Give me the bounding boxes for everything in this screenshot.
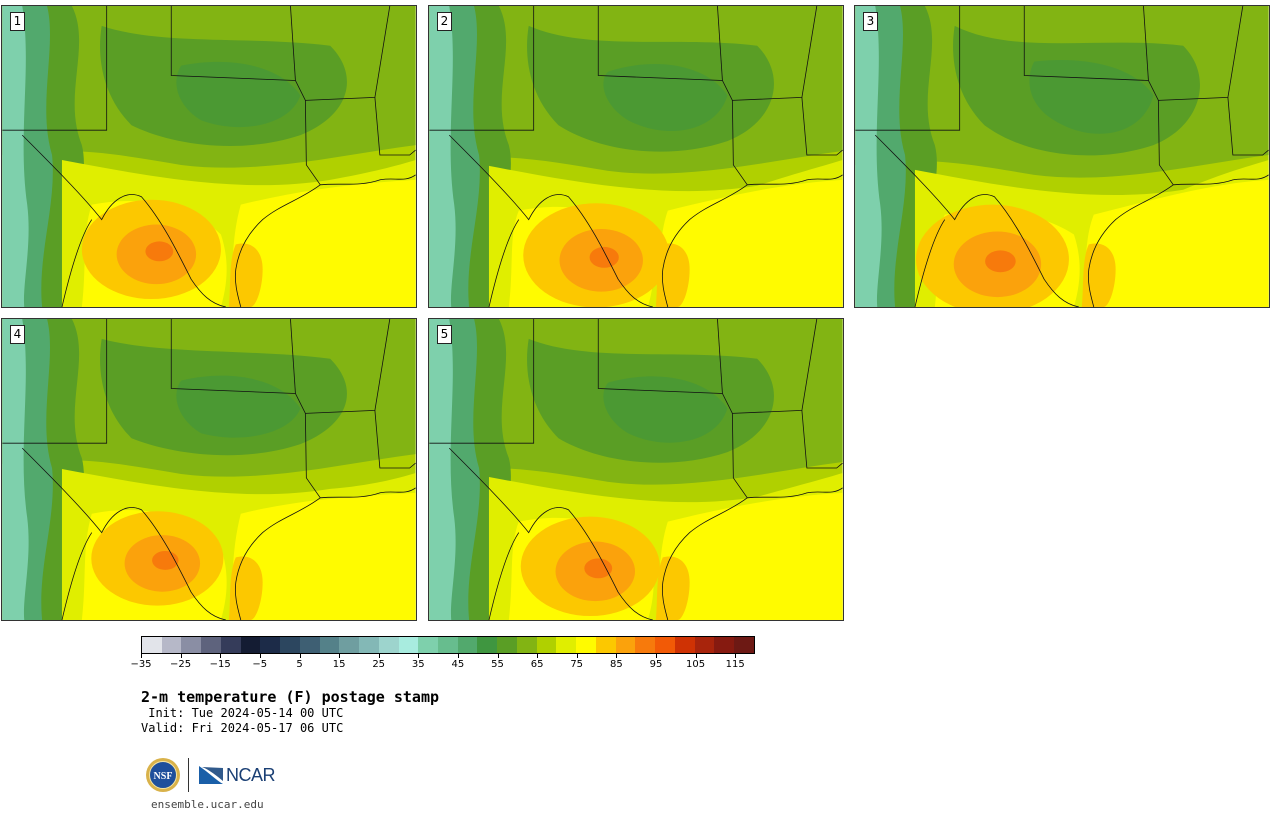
colorbar-bin xyxy=(201,637,221,653)
colorbar-bin xyxy=(299,637,320,653)
colorbar-bin xyxy=(655,637,675,653)
colorbar-tick-label: 115 xyxy=(725,659,745,670)
nsf-logo-text: NSF xyxy=(154,771,173,782)
colorbar-bin xyxy=(516,637,537,653)
plot-title: 2-m temperature (F) postage stamp xyxy=(141,688,440,706)
colorbar-bin xyxy=(477,637,498,653)
colorbar-ticks: −35 −25 −15 −5 5 15 25 35 45 55 65 75 85 95 105 115 xyxy=(130,654,755,674)
colorbar-bin xyxy=(319,637,340,653)
colorbar-bin xyxy=(615,637,636,653)
colorbar-tick-label: −15 xyxy=(209,659,231,670)
colorbar-bin xyxy=(378,637,399,653)
colorbar-tick-label: 65 xyxy=(530,659,544,670)
temperature-map xyxy=(2,319,416,620)
colorbar-bin xyxy=(674,637,695,653)
ncar-swoosh-icon xyxy=(199,766,223,784)
colorbar-tick-label: 95 xyxy=(649,659,663,670)
colorbar-bin xyxy=(694,637,715,653)
colorbar-bin xyxy=(556,637,577,653)
panel-number: 1 xyxy=(10,12,25,31)
map-panel-2: 2 xyxy=(428,5,844,308)
colorbar-tick-label: 55 xyxy=(491,659,504,670)
panel-number: 5 xyxy=(437,325,452,344)
colorbar-tick-label: −5 xyxy=(252,659,268,670)
colorbar-bin xyxy=(418,637,439,653)
map-panel-1: 1 xyxy=(1,5,417,308)
temperature-map xyxy=(429,319,843,620)
map-panel-3: 3 xyxy=(854,5,1270,308)
colorbar-tick-label: 25 xyxy=(372,659,386,670)
colorbar-bin xyxy=(536,637,557,653)
colorbar-bin xyxy=(240,637,261,653)
colorbar-tick-label: 75 xyxy=(570,659,584,670)
colorbar-bin xyxy=(181,637,202,653)
colorbar-tick-label: −35 xyxy=(130,659,152,670)
logo-row: NSF NCAR xyxy=(145,757,276,793)
colorbar-bin xyxy=(359,637,379,653)
colorbar-bin xyxy=(260,637,281,653)
colorbar-tick-label: 35 xyxy=(411,659,425,670)
colorbar-tick-label: 5 xyxy=(296,659,303,670)
colorbar-bin xyxy=(595,637,616,653)
colorbar-tick-label: 45 xyxy=(451,659,465,670)
colorbar-bin xyxy=(142,637,162,653)
panel-number: 4 xyxy=(10,325,25,344)
ncar-logo-text: NCAR xyxy=(226,764,276,785)
map-panel-4: 4 xyxy=(1,318,417,621)
colorbar-tick-label: 85 xyxy=(610,659,623,670)
colorbar-bin xyxy=(635,637,656,653)
logo-divider xyxy=(188,758,189,792)
colorbar-tick-label: 105 xyxy=(686,659,706,670)
temperature-colorbar xyxy=(141,636,755,654)
panel-number: 2 xyxy=(437,12,452,31)
colorbar-bin xyxy=(734,637,754,653)
init-time: Init: Tue 2024-05-14 00 UTC xyxy=(141,706,344,720)
temperature-map xyxy=(429,6,843,307)
colorbar-tick-label: −25 xyxy=(170,659,192,670)
valid-time: Valid: Fri 2024-05-17 06 UTC xyxy=(141,721,344,735)
map-panel-5: 5 xyxy=(428,318,844,621)
colorbar-bin xyxy=(280,637,300,653)
colorbar-bin xyxy=(339,637,360,653)
colorbar-bin xyxy=(457,637,478,653)
colorbar-tick-label: 15 xyxy=(332,659,346,670)
colorbar-bin xyxy=(438,637,458,653)
colorbar-bin xyxy=(398,637,419,653)
colorbar-bin xyxy=(576,637,596,653)
colorbar-bin xyxy=(497,637,517,653)
panel-number: 3 xyxy=(863,12,878,31)
temperature-map xyxy=(855,6,1269,307)
footer-url: ensemble.ucar.edu xyxy=(151,798,264,811)
nsf-logo-icon: NSF xyxy=(146,758,180,792)
temperature-map xyxy=(2,6,416,307)
colorbar-bin xyxy=(220,637,241,653)
colorbar-bin xyxy=(714,637,735,653)
colorbar-bin xyxy=(161,637,182,653)
